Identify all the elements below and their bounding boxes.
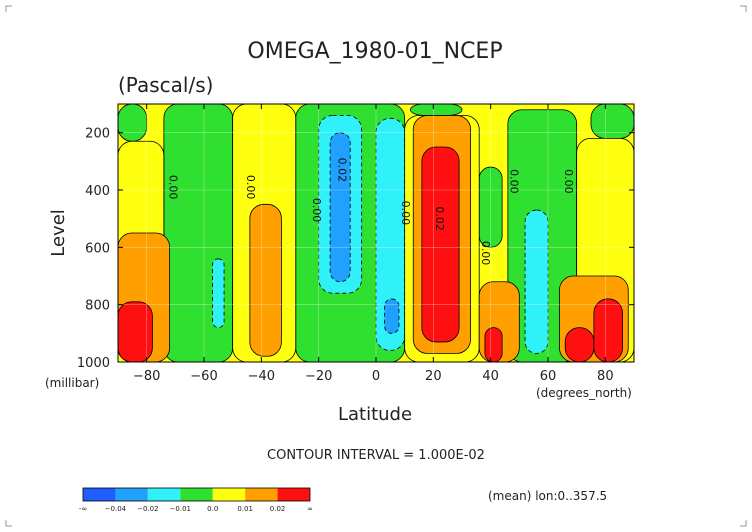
colorbar-swatch bbox=[212, 488, 246, 501]
colorbar-swatch bbox=[245, 488, 278, 501]
y-tick-label: 1000 bbox=[77, 356, 110, 371]
colorbar-swatch bbox=[277, 488, 310, 501]
colorbar-label: 0.0 bbox=[207, 505, 218, 513]
x-tick-label: 80 bbox=[597, 369, 614, 384]
colorbar-label: ∞ bbox=[307, 505, 313, 513]
contour-region-22 bbox=[118, 301, 153, 362]
contour-label: 0.00 bbox=[167, 175, 180, 200]
colorbar-swatch bbox=[147, 488, 181, 501]
colorbar: -∞ −0.04 −0.02 −0.01 0.0 0.01 0.02 ∞ bbox=[79, 487, 313, 513]
contour-region-26 bbox=[593, 298, 623, 362]
colorbar-label: -∞ bbox=[79, 505, 87, 513]
colorbar-swatch bbox=[180, 488, 213, 501]
contour-label: 0.00 bbox=[399, 201, 412, 226]
x-axis-ticks: −80 −60 −40 −20 0 20 40 60 80 bbox=[133, 104, 614, 384]
contour-region-4 bbox=[118, 104, 148, 142]
colorbar-label: −0.04 bbox=[105, 505, 127, 513]
x-tick-label: −40 bbox=[248, 369, 275, 384]
contour-region-11 bbox=[329, 132, 351, 283]
corner-marks bbox=[5, 5, 747, 527]
contour-label: 0.02 bbox=[336, 158, 349, 183]
contour-region-9 bbox=[524, 209, 549, 354]
colorbar-label: −0.01 bbox=[170, 505, 191, 513]
contour-region-5 bbox=[410, 104, 463, 116]
x-tick-label: 20 bbox=[425, 369, 442, 384]
chart-subtitle: (Pascal/s) bbox=[118, 73, 213, 97]
y-axis-label: Level bbox=[48, 209, 69, 257]
colorbar-label: 0.02 bbox=[270, 505, 286, 513]
y-tick-label: 400 bbox=[85, 184, 110, 199]
colorbar-swatch bbox=[115, 488, 148, 501]
x-tick-label: 0 bbox=[372, 369, 380, 384]
contour-labels: 0.00 0.00 0.00 0.02 0.00 0.02 0.00 0.00 0.00 bbox=[167, 158, 576, 266]
contour-label: 0.00 bbox=[479, 241, 492, 265]
footnote-text: (mean) lon:0..357.5 bbox=[488, 489, 607, 503]
contour-region-12 bbox=[384, 298, 400, 334]
x-tick-label: −20 bbox=[305, 369, 332, 384]
contour-label: 0.00 bbox=[562, 169, 575, 194]
colorbar-label: 0.01 bbox=[237, 505, 253, 513]
y-tick-label: 200 bbox=[85, 127, 110, 142]
colorbar-frame bbox=[82, 487, 311, 502]
x-tick-label: 40 bbox=[482, 369, 499, 384]
contour-label: 0.00 bbox=[310, 198, 323, 223]
colorbar-label: −0.02 bbox=[137, 505, 158, 513]
contour-label: 0.00 bbox=[508, 169, 521, 194]
y-axis-unit: (millibar) bbox=[45, 376, 99, 390]
y-tick-label: 600 bbox=[85, 241, 110, 256]
contour-interval-text: CONTOUR INTERVAL = 1.000E-02 bbox=[267, 448, 485, 463]
contour-region-10 bbox=[212, 258, 225, 328]
contour-region-18 bbox=[249, 203, 282, 357]
x-tick-label: −60 bbox=[190, 369, 217, 384]
contour-region-24 bbox=[484, 327, 503, 362]
contour-region-3 bbox=[590, 104, 634, 139]
x-tick-label: 60 bbox=[540, 369, 557, 384]
x-axis-label: Latitude bbox=[338, 404, 412, 425]
y-tick-label: 800 bbox=[85, 299, 110, 314]
y-axis-ticks: 200 400 600 800 1000 bbox=[77, 127, 634, 371]
colorbar-swatch bbox=[83, 488, 116, 501]
contour-region-25 bbox=[564, 327, 595, 362]
contour-fills bbox=[118, 104, 634, 362]
x-tick-label: −80 bbox=[133, 369, 160, 384]
contour-label: 0.00 bbox=[244, 175, 257, 200]
contour-region-8 bbox=[375, 117, 406, 351]
contour-region-23 bbox=[421, 146, 460, 343]
chart-title: OMEGA_1980-01_NCEP bbox=[247, 39, 502, 64]
contour-label: 0.02 bbox=[433, 206, 446, 231]
x-axis-unit: (degrees_north) bbox=[536, 386, 632, 400]
